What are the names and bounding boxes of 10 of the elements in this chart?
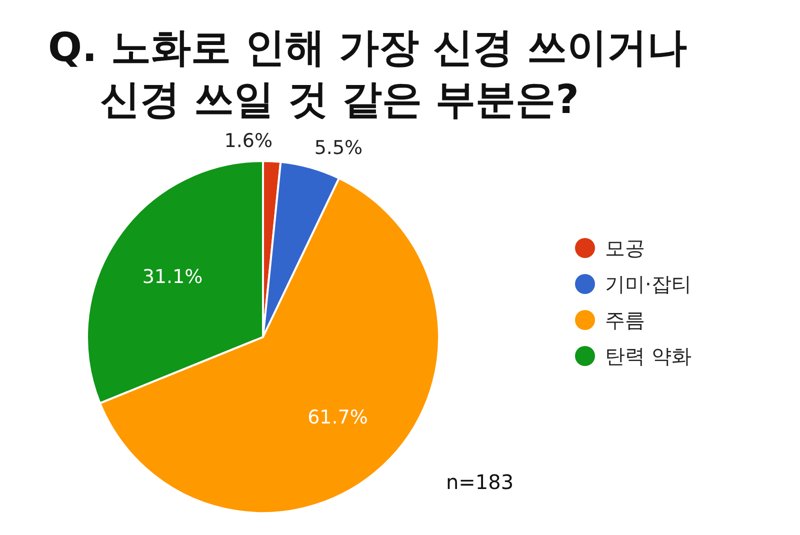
text: n=183 bbox=[446, 470, 514, 494]
data-label: 5.5% bbox=[314, 137, 363, 160]
legend-label: 탄력 약화 bbox=[605, 344, 692, 368]
legend-label: 기미·잡티 bbox=[605, 272, 692, 296]
data-label: 1.6% bbox=[224, 130, 273, 152]
legend-label: 모공 bbox=[605, 236, 645, 260]
legend-label: 주름 bbox=[605, 308, 645, 332]
data-label: 31.1% bbox=[142, 266, 203, 288]
chart-title: Q. 노화로 인해 가장 신경 쓰이거나 신경 쓰일 것 같은 부분은? bbox=[48, 24, 688, 125]
data-label: 61.7% bbox=[308, 406, 368, 428]
